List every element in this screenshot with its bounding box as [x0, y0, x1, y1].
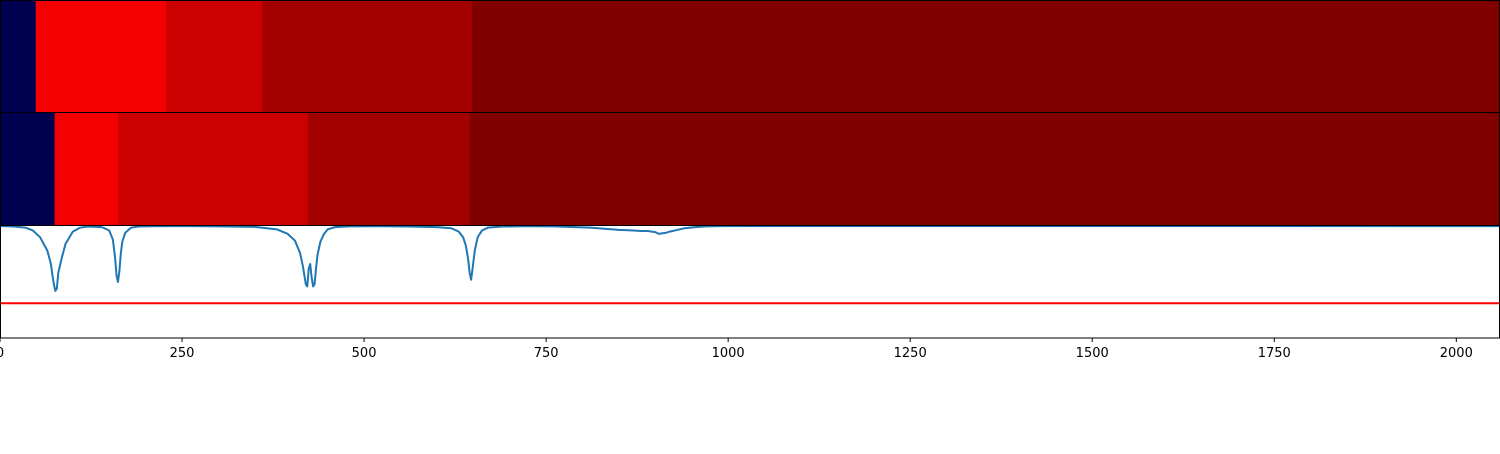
series-line-group [0, 225, 1500, 292]
heatmap-panel-1 [0, 0, 1500, 113]
heatmap-1-segment-5 [471, 1, 1500, 112]
x-tick-label: 500 [352, 346, 377, 361]
heatmap-panel-2 [0, 112, 1500, 226]
x-tick-label: 1500 [1076, 346, 1109, 361]
x-tick-label: 250 [170, 346, 195, 361]
heatmap-2-segment-2 [54, 113, 119, 225]
x-tick-label: 2000 [1440, 346, 1473, 361]
heatmap-1-segment-2 [35, 1, 167, 112]
x-tick-label: 0 [0, 346, 4, 361]
x-tick-label: 1250 [894, 346, 927, 361]
series-line-1 [0, 225, 1500, 292]
heatmap-2-segment-1 [0, 113, 56, 225]
heatmap-2-segment-5 [469, 113, 1500, 225]
x-axis: 0 250 500 750 1000 1250 1500 1750 2000 [0, 338, 1473, 361]
line-panel-background [0, 226, 1500, 338]
heatmap-1-segment-1 [0, 1, 37, 112]
x-tick-label: 750 [534, 346, 559, 361]
heatmap-1-segment-4 [262, 1, 473, 112]
x-tick-label: 1750 [1258, 346, 1291, 361]
heatmap-2-segment-4 [308, 113, 471, 225]
x-tick-label: 1000 [712, 346, 745, 361]
heatmap-2-segment-3 [117, 113, 309, 225]
line-panel [0, 225, 1500, 339]
heatmap-1-segment-3 [166, 1, 263, 112]
